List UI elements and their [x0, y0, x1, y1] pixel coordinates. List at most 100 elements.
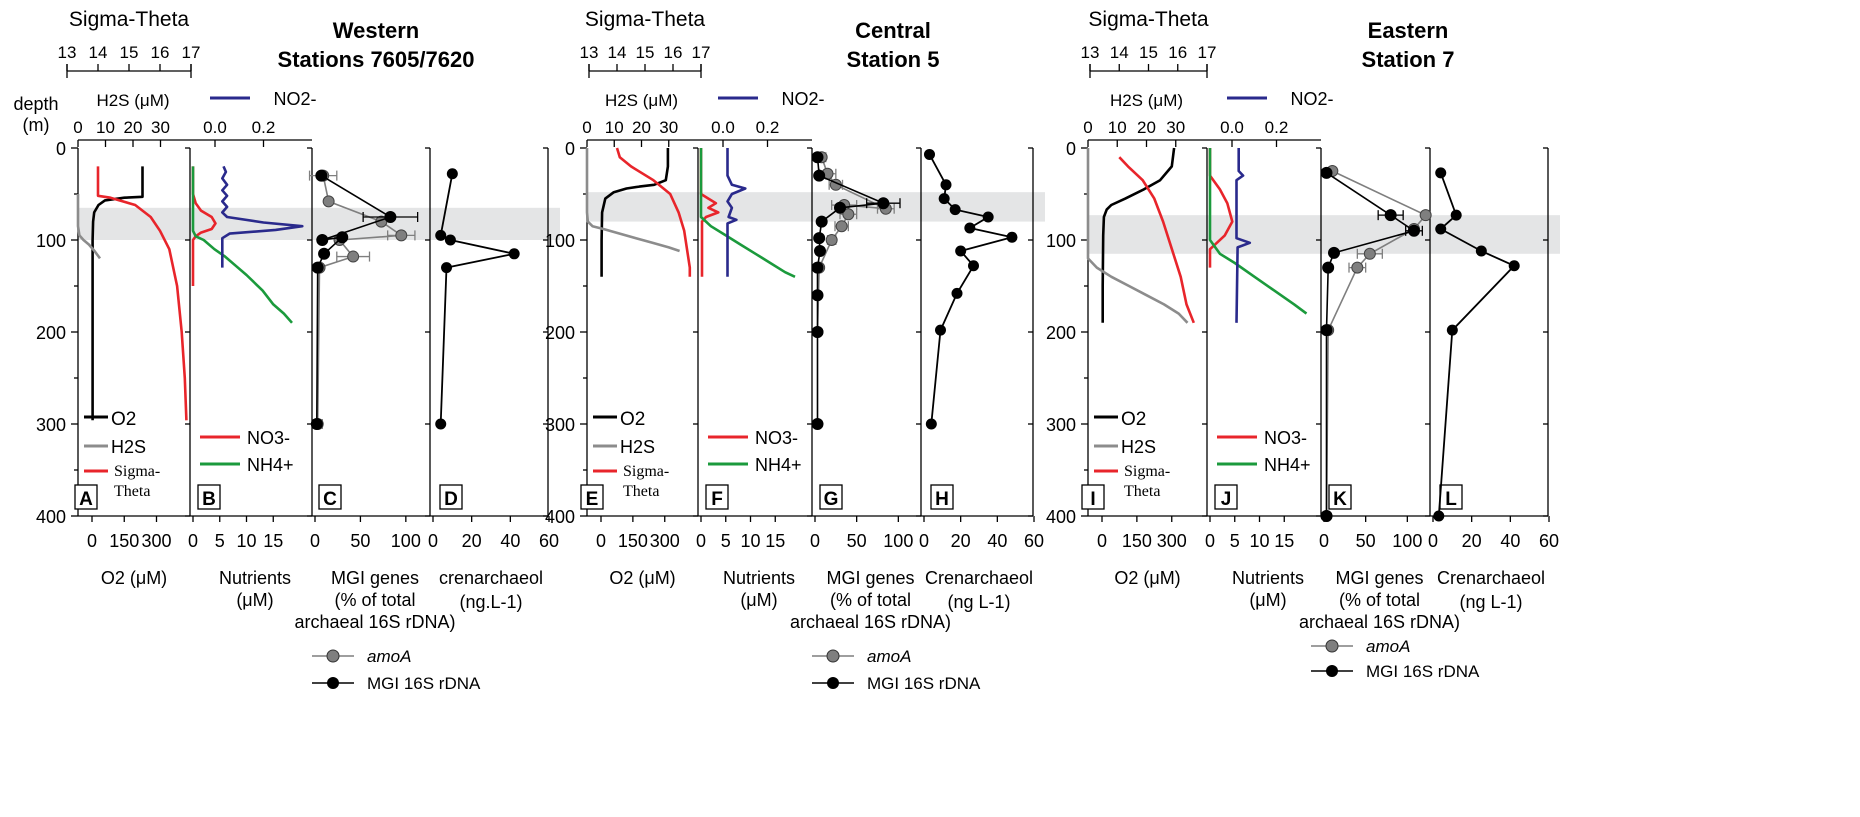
crenarchaeol-data-point — [940, 179, 952, 191]
x-tick-label: 15 — [765, 531, 785, 551]
mgi-data-point — [811, 151, 824, 164]
x-tick-label: 150 — [1122, 531, 1152, 551]
sigma-tick-label: 14 — [608, 43, 627, 62]
station-title: Western — [333, 18, 419, 43]
mgi-data-point — [813, 232, 826, 245]
depth-tick-label: 0 — [1066, 139, 1076, 159]
panel-letter: B — [202, 489, 216, 510]
x-tick-label: 0 — [310, 531, 320, 551]
no3-legend-label: NO3- — [755, 428, 798, 448]
depth-tick-label: 0 — [565, 139, 575, 159]
amoa-data-point — [1363, 247, 1376, 260]
crenarchaeol-data-point — [508, 248, 520, 260]
sigma-theta-profile-line — [96, 166, 188, 421]
mgi-data-point — [1328, 246, 1340, 259]
depth-tick-label: 200 — [1046, 323, 1076, 343]
mgi-data-point — [815, 215, 828, 228]
sigma-axis-title: Sigma-Theta — [69, 8, 190, 31]
crenarchaeol-data-point — [949, 204, 961, 216]
x-tick-label: 150 — [618, 531, 648, 551]
nh4-legend-label: NH4+ — [1264, 455, 1311, 475]
mgi-data-point — [316, 234, 329, 246]
no2-tick-label: 0.2 — [252, 118, 276, 137]
depth-tick-label: 400 — [1046, 507, 1076, 527]
panel-letter: K — [1333, 489, 1347, 510]
sigma-tick-label: 17 — [182, 43, 201, 62]
depth-tick-label: 200 — [36, 323, 66, 343]
h2s-profile-line — [1086, 148, 1189, 324]
mgi-legend-marker — [327, 677, 339, 689]
x-tick-label: 40 — [500, 531, 520, 551]
depth-tick-label: 400 — [36, 507, 66, 527]
crenarchaeol-data-point — [435, 418, 447, 430]
amoa-data-point — [322, 195, 335, 208]
panel-letter: F — [711, 489, 723, 510]
h2s-tick-label: 20 — [1137, 118, 1156, 137]
sigma-tick-label: 17 — [1198, 43, 1217, 62]
mgi-axis-label-2: (% of total — [830, 590, 911, 610]
sigma-theta-profile-line — [1118, 156, 1196, 324]
x-tick-label: 60 — [1539, 531, 1559, 551]
sigma-tick-label: 16 — [664, 43, 683, 62]
mgi-data-point — [1322, 261, 1335, 274]
x-tick-label: 0 — [1097, 531, 1107, 551]
panel-letter: D — [444, 489, 458, 510]
mgi-data-point — [811, 326, 824, 338]
no2-tick-label: 0.0 — [1220, 118, 1244, 137]
x-tick-label: 20 — [462, 531, 482, 551]
panel-letter-box — [580, 484, 604, 510]
sigma-axis-title: Sigma-Theta — [585, 8, 706, 31]
h2s-tick-label: 0 — [1083, 118, 1092, 137]
station-subtitle: Station 5 — [847, 47, 940, 72]
crenarchaeol-data-point — [444, 234, 456, 246]
no2-legend-label: NO2- — [273, 89, 316, 109]
amoa-legend-marker — [326, 649, 340, 663]
x-tick-label: 5 — [1230, 531, 1240, 551]
h2s-tick-label: 0 — [582, 118, 591, 137]
amoa-legend-marker — [826, 649, 840, 663]
mgi-data-point — [310, 418, 323, 430]
no3-legend-label: NO3- — [247, 428, 290, 448]
x-tick-label: 50 — [350, 531, 370, 551]
panel-letter: A — [79, 489, 93, 510]
sigma-legend-label-2: Theta — [114, 483, 150, 500]
mgi-axis-label: MGI genes — [1335, 568, 1423, 588]
amoa-legend-label: amoA — [367, 647, 411, 666]
amoa-legend-marker — [1325, 639, 1339, 653]
x-tick-label: 0 — [919, 531, 929, 551]
x-tick-label: 40 — [987, 531, 1007, 551]
panel-letter-box — [1081, 484, 1105, 510]
h2s-tick-label: 10 — [96, 118, 115, 137]
h2s-tick-label: 20 — [124, 118, 143, 137]
crenarchaeol-axis-unit: (ng.L-1) — [459, 592, 522, 612]
mgi-legend-label: MGI 16S rDNA — [1366, 662, 1480, 681]
sigma-axis-title: Sigma-Theta — [1088, 8, 1209, 31]
x-tick-label: 60 — [539, 531, 559, 551]
depth-tick-label: 400 — [545, 507, 575, 527]
panel-letter: H — [935, 489, 949, 510]
no2-tick-label: 0.2 — [756, 118, 780, 137]
mgi-axis-label-3: archaeal 16S rDNA) — [790, 612, 951, 632]
nh4-legend-label: NH4+ — [247, 455, 294, 475]
amoa-legend-label: amoA — [867, 647, 911, 666]
nutrients-axis-label: Nutrients — [219, 568, 291, 588]
x-tick-label: 10 — [236, 531, 256, 551]
no3-profile-line — [191, 166, 217, 286]
x-tick-label: 0 — [428, 531, 438, 551]
x-tick-label: 0 — [596, 531, 606, 551]
x-tick-label: 100 — [883, 531, 913, 551]
crenarchaeol-data-point — [1508, 260, 1520, 272]
o2-axis-label: O2 (μM) — [1114, 568, 1180, 588]
o2-legend-label: O2 — [1121, 409, 1146, 430]
crenarchaeol-data-point — [1433, 510, 1445, 522]
crenarchaeol-data-point — [1446, 324, 1458, 336]
sigma-tick-label: 14 — [1110, 43, 1129, 62]
crenarchaeol-data-point — [1435, 223, 1447, 235]
panel-letter-box — [930, 484, 954, 510]
panel-letter-box — [819, 484, 843, 510]
x-tick-label: 0 — [1205, 531, 1215, 551]
no3-profile-line — [1208, 148, 1234, 268]
sigma-tick-label: 13 — [580, 43, 599, 62]
x-tick-label: 0 — [696, 531, 706, 551]
h2s-tick-label: 20 — [632, 118, 651, 137]
